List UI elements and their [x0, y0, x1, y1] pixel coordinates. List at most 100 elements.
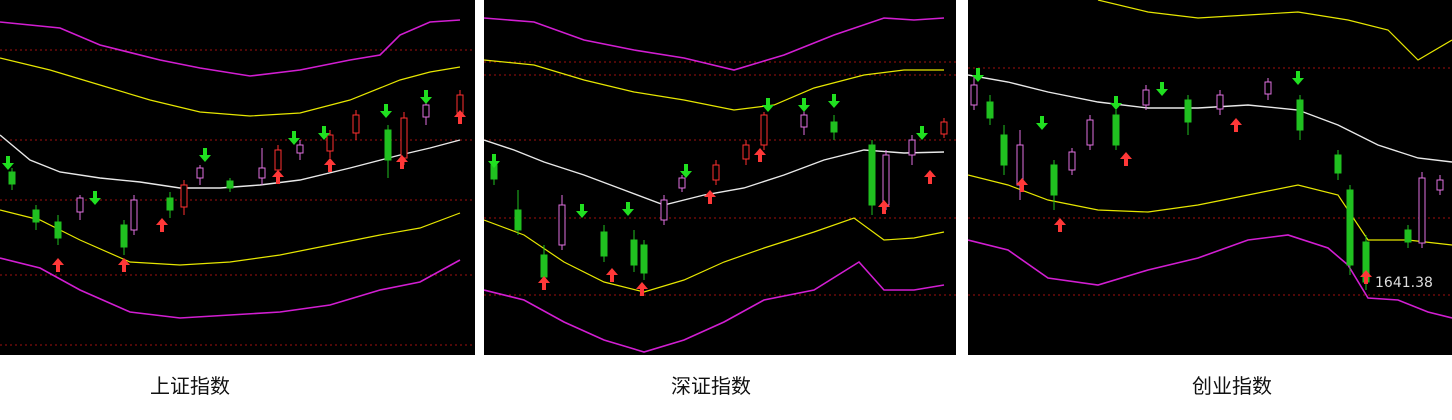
- candle: [1068, 148, 1076, 175]
- candle: [1184, 95, 1192, 135]
- signal-arrow: [488, 154, 500, 168]
- candle-body: [1418, 177, 1426, 244]
- candle: [660, 195, 668, 225]
- candle-body: [678, 177, 686, 189]
- band-line: [484, 59, 944, 111]
- candle-body: [1404, 229, 1412, 243]
- signal-arrow: [916, 126, 928, 140]
- candle-body: [384, 129, 392, 161]
- candle: [940, 118, 948, 138]
- signal-arrow: [576, 204, 588, 218]
- candle: [640, 240, 648, 280]
- candle-body: [558, 204, 566, 246]
- candle: [76, 195, 84, 220]
- signal-arrow: [52, 258, 64, 272]
- candle: [600, 225, 608, 262]
- candle: [908, 135, 916, 165]
- candle: [166, 192, 174, 218]
- candle: [830, 115, 838, 140]
- signal-arrow: [380, 104, 392, 118]
- band-line: [0, 19, 461, 77]
- panel-caption: 深证指数: [671, 374, 751, 398]
- candle-body: [1264, 81, 1272, 95]
- candle: [970, 75, 978, 110]
- candle: [1264, 78, 1272, 100]
- candle-body: [940, 121, 948, 135]
- signal-arrow: [288, 131, 300, 145]
- signal-arrow: [1054, 218, 1066, 232]
- signal-arrow: [828, 94, 840, 108]
- candle-body: [422, 104, 430, 118]
- signal-arrow: [2, 156, 14, 170]
- candle: [986, 95, 994, 125]
- band-line: [0, 257, 461, 319]
- candle-body: [660, 199, 668, 221]
- candle: [296, 140, 304, 160]
- candle-body: [1296, 99, 1304, 131]
- band-line: [484, 17, 945, 71]
- candle-body: [514, 209, 522, 231]
- candle-body: [400, 117, 408, 159]
- band-line: [1097, 0, 1452, 61]
- candle: [258, 148, 266, 185]
- candle: [32, 205, 40, 230]
- candle-body: [1216, 94, 1224, 110]
- candle-body: [1142, 89, 1150, 106]
- candle-body: [258, 167, 266, 179]
- chart-panel: [484, 0, 956, 355]
- panel-caption: 上证指数: [150, 374, 230, 398]
- candle-body: [882, 154, 890, 206]
- candle-body: [226, 180, 234, 189]
- candle-body: [196, 167, 204, 179]
- chart-panel: 1641.38: [968, 0, 1452, 355]
- candle-body: [130, 199, 138, 231]
- candle: [1346, 185, 1354, 275]
- candle-body: [76, 197, 84, 213]
- band-line: [968, 234, 1452, 319]
- signal-arrow: [1110, 96, 1122, 110]
- candle: [8, 168, 16, 190]
- candle: [630, 230, 638, 272]
- candle-body: [180, 184, 188, 208]
- candle: [352, 110, 360, 140]
- candle-body: [1086, 119, 1094, 146]
- band-line: [968, 174, 1452, 246]
- candle: [1404, 225, 1412, 248]
- candle-body: [1112, 114, 1120, 146]
- candle-body: [8, 171, 16, 185]
- signal-arrow: [454, 110, 466, 124]
- candle: [1086, 115, 1094, 150]
- candle: [1142, 85, 1150, 110]
- signal-arrow: [199, 148, 211, 162]
- candle-body: [54, 221, 62, 239]
- candle: [226, 178, 234, 192]
- candle-body: [32, 209, 40, 223]
- signal-arrow: [420, 90, 432, 104]
- candle: [1000, 125, 1008, 175]
- candle: [1436, 175, 1444, 195]
- signal-arrow: [1292, 71, 1304, 85]
- candle-body: [830, 121, 838, 133]
- band-line: [484, 260, 945, 353]
- candle: [800, 110, 808, 135]
- candle: [678, 175, 686, 192]
- candle-body: [540, 254, 548, 278]
- panel-caption: 创业指数: [1192, 374, 1272, 398]
- candle-body: [166, 197, 174, 211]
- signal-arrow: [118, 258, 130, 272]
- candle: [54, 215, 62, 245]
- candle-body: [326, 134, 334, 152]
- candle: [120, 220, 128, 255]
- candle-body: [120, 224, 128, 248]
- band-line: [0, 57, 461, 117]
- candle-body: [760, 114, 768, 146]
- candle: [1418, 172, 1426, 248]
- candle: [180, 180, 188, 215]
- candle: [130, 195, 138, 235]
- candle: [384, 125, 392, 178]
- candle: [1216, 90, 1224, 115]
- candle-body: [1184, 99, 1192, 123]
- band-line: [0, 134, 461, 189]
- signal-arrow: [622, 202, 634, 216]
- signal-arrow: [324, 158, 336, 172]
